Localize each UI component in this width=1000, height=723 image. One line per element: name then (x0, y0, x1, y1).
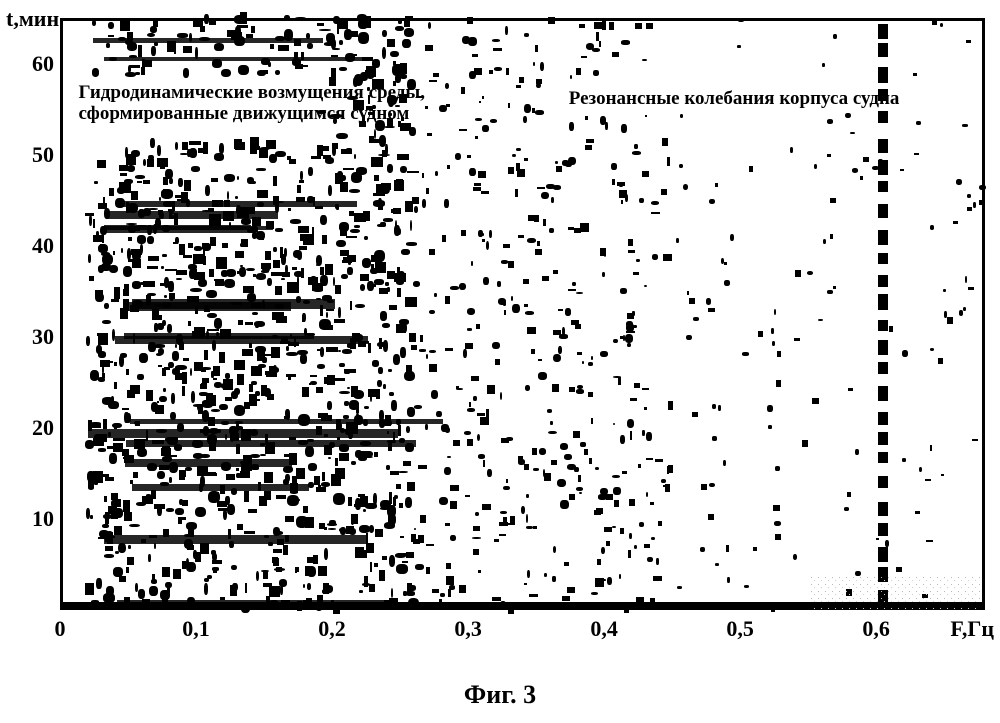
y-tick: 60 (14, 51, 54, 77)
y-tick: 40 (14, 233, 54, 259)
y-tick: 50 (14, 142, 54, 168)
x-tick: 0,6 (862, 616, 890, 642)
x-tick: 0,3 (454, 616, 482, 642)
x-axis-label: F,Гц (950, 616, 994, 642)
page: t,мин 10 20 30 40 50 60 0 0,1 0,2 0,3 0,4 0,5 0,6 F… (0, 0, 1000, 723)
annot_right: Резонансные колебания корпуса судна (569, 89, 900, 110)
x-tick: 0,2 (318, 616, 346, 642)
x-tick: 0,5 (726, 616, 754, 642)
figure-caption: Фиг. 3 (464, 680, 536, 710)
y-tick: 30 (14, 324, 54, 350)
y-tick: 10 (14, 506, 54, 532)
y-axis-label: t,мин (6, 6, 59, 32)
x-tick: 0 (55, 616, 66, 642)
annot_left: Гидродинамические возмущения среды, сфор… (79, 83, 425, 125)
x-tick: 0,4 (590, 616, 618, 642)
x-tick: 0,1 (182, 616, 210, 642)
y-tick: 20 (14, 415, 54, 441)
